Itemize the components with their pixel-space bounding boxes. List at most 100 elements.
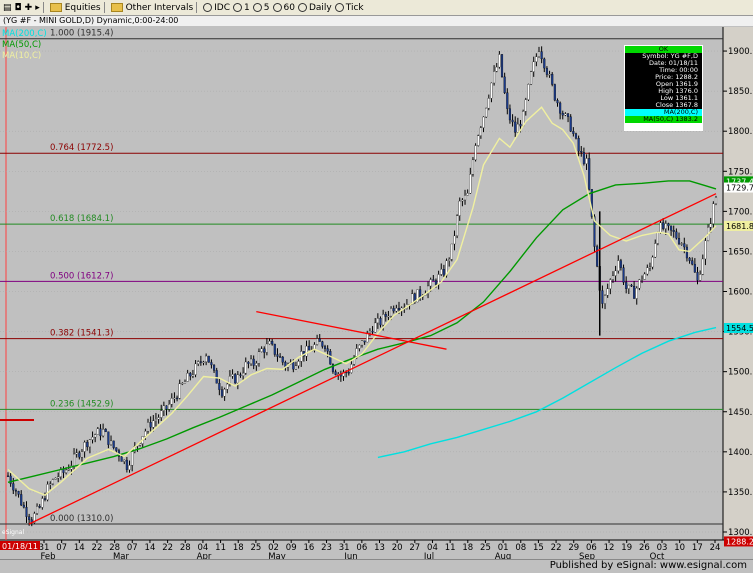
price-tag-box: [724, 182, 753, 193]
candle-down: [630, 284, 633, 287]
candle-up: [231, 374, 234, 377]
candle-down: [281, 356, 284, 363]
y-tick-label: 1350.0: [728, 488, 753, 498]
candle-down: [667, 223, 670, 227]
candle-down: [434, 280, 438, 285]
folder-icon: [110, 3, 123, 12]
candle-up: [226, 383, 229, 390]
data-window[interactable]: OK Symbol: YG #F,D Date: 01/18/11 Time: …: [624, 45, 703, 131]
candle-up: [482, 116, 485, 128]
candle-up: [564, 113, 567, 116]
x-tick-label: 07: [56, 543, 67, 553]
candle-up: [466, 193, 469, 196]
candle-down: [625, 282, 628, 289]
candle-down: [218, 383, 221, 390]
candle-down: [6, 475, 10, 478]
candle-up: [65, 469, 68, 473]
candle-down: [596, 246, 599, 267]
candle-down: [432, 279, 435, 281]
x-tick-label: 18: [233, 543, 244, 553]
x-tick-label: 14: [74, 543, 85, 553]
interval-daily-button[interactable]: Daily: [297, 0, 332, 15]
candle-down: [247, 361, 250, 364]
x-month-label: Aug: [495, 552, 512, 562]
x-tick-label: 22: [162, 543, 173, 553]
idc-button[interactable]: IDC: [203, 0, 230, 15]
fib-level-label: 0.000 (1310.0): [50, 514, 113, 524]
x-tick-label: 14: [145, 543, 156, 553]
candle-up: [297, 361, 300, 366]
candle-down: [43, 498, 47, 500]
other-intervals-menu[interactable]: Other Intervals: [110, 0, 193, 15]
interval-60-button[interactable]: 60: [272, 0, 295, 15]
candle-up: [609, 279, 612, 289]
price-tag-label: 1554.5: [726, 324, 753, 333]
candle-up: [606, 288, 609, 296]
candle-up: [714, 197, 718, 204]
candle-down: [273, 343, 276, 355]
candle-up: [194, 363, 197, 375]
interval-5-button[interactable]: 5: [252, 0, 270, 15]
dropdown-arrow-icon[interactable]: ▸: [35, 2, 40, 13]
candle-up: [102, 429, 105, 437]
candle-up: [617, 260, 620, 272]
candle-down: [9, 475, 12, 484]
candle-down: [78, 452, 81, 458]
x-tick-label: 13: [374, 543, 385, 553]
candle-down: [176, 397, 179, 400]
clock-icon: [252, 3, 262, 12]
menu-icon[interactable]: ▤: [3, 2, 12, 13]
candle-down: [199, 361, 202, 363]
candle-down: [567, 113, 570, 117]
candle-up: [249, 358, 253, 364]
candle-up: [54, 477, 57, 480]
candle-up: [205, 355, 208, 363]
candle-down: [125, 459, 128, 470]
candle-down: [540, 51, 543, 60]
add-icon[interactable]: ✚: [24, 2, 33, 13]
candle-up: [67, 469, 70, 471]
candle-up: [49, 483, 52, 485]
candle-up: [643, 273, 646, 280]
candle-down: [263, 348, 266, 353]
y-tick-label: 1850.0: [728, 87, 753, 97]
equities-menu[interactable]: Equities: [49, 0, 101, 15]
candle-down: [588, 158, 591, 190]
candle-up: [416, 289, 419, 303]
candle-up: [260, 348, 263, 352]
y-tick-label: 1800.0: [728, 127, 753, 137]
candle-down: [508, 108, 511, 121]
candle-down: [99, 428, 102, 437]
x-month-label: Apr: [197, 552, 212, 562]
candle-up: [197, 361, 200, 365]
x-tick-label: 18: [462, 543, 473, 553]
candle-up: [96, 428, 99, 435]
x-tick-label: 07: [127, 543, 138, 553]
candle-up: [178, 383, 181, 399]
candle-down: [17, 491, 20, 495]
chart-title: (YG #F - MINI GOLD,D) Dynamic,0:00-24:00: [0, 16, 753, 26]
y-tick-label: 1500.0: [728, 368, 753, 378]
fib-level-label: 0.500 (1612.7): [50, 271, 113, 281]
footer: Published by eSignal: www.esignal.com: [0, 559, 753, 573]
series-ma-50-c-: [7, 180, 717, 483]
candle-down: [683, 243, 686, 248]
interval-1-button[interactable]: 1: [233, 0, 250, 15]
series-ma-200-c-: [377, 326, 717, 459]
candle-up: [257, 351, 261, 364]
candle-down: [14, 490, 17, 492]
y-tick-label: 1900.0: [728, 47, 753, 57]
toolbar: ▤ ◘ ✚ ▸ Equities Other Intervals IDC 1 5…: [0, 0, 753, 16]
candle-up: [704, 240, 707, 260]
x-month-label: Sep: [579, 552, 595, 562]
x-month-label: May: [268, 552, 286, 562]
data-window-row: High 1376.0: [658, 87, 698, 95]
candle-down: [545, 67, 548, 75]
candle-up: [160, 410, 163, 418]
ma-legend-label: MA(50,C): [2, 40, 41, 50]
candle-down: [213, 364, 216, 371]
interval-tick-button[interactable]: Tick: [334, 0, 364, 15]
candle-up: [479, 127, 482, 136]
link-icon[interactable]: ◘: [14, 2, 22, 13]
